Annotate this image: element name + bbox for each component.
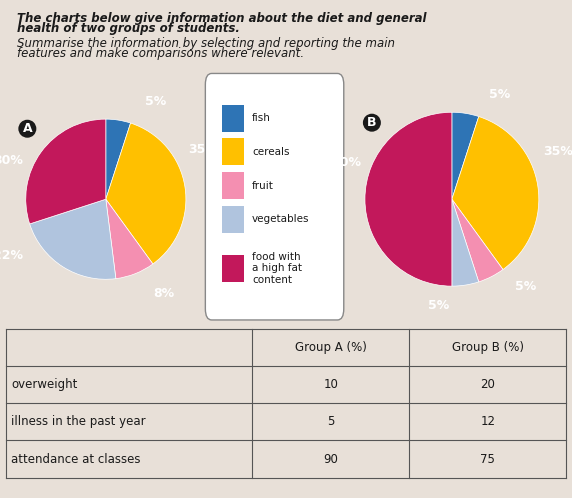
Text: 5%: 5% (428, 299, 450, 312)
Wedge shape (452, 117, 539, 269)
Text: A: A (22, 122, 32, 135)
Text: 8%: 8% (153, 287, 174, 300)
Text: 12: 12 (480, 415, 495, 428)
Wedge shape (452, 112, 479, 199)
Text: health of two groups of students.: health of two groups of students. (17, 22, 240, 35)
Wedge shape (26, 119, 106, 224)
Wedge shape (30, 199, 116, 279)
Text: fruit: fruit (252, 180, 274, 191)
Text: 35%: 35% (189, 143, 219, 156)
Text: 5%: 5% (515, 280, 537, 293)
Text: fish: fish (252, 113, 271, 124)
Text: 35%: 35% (543, 145, 572, 158)
Text: 5%: 5% (489, 88, 510, 102)
Wedge shape (106, 119, 130, 199)
Wedge shape (365, 112, 452, 286)
Text: 90: 90 (323, 453, 338, 466)
Wedge shape (106, 199, 153, 279)
Text: illness in the past year: illness in the past year (11, 415, 146, 428)
Text: Group A (%): Group A (%) (295, 341, 367, 354)
Text: cereals: cereals (252, 147, 289, 157)
Text: 10: 10 (323, 378, 338, 391)
Text: attendance at classes: attendance at classes (11, 453, 141, 466)
Text: food with
a high fat
content: food with a high fat content (252, 252, 302, 285)
Bar (222, 105, 244, 131)
Text: 30%: 30% (0, 154, 23, 167)
Bar (222, 255, 244, 282)
Bar (222, 172, 244, 199)
Text: overweight: overweight (11, 378, 78, 391)
Text: B: B (367, 116, 376, 129)
Text: The charts below give information about the diet and general: The charts below give information about … (17, 12, 427, 25)
Wedge shape (452, 199, 479, 286)
Bar (222, 206, 244, 233)
Text: 50%: 50% (331, 156, 361, 169)
Text: features and make comparisons where relevant.: features and make comparisons where rele… (17, 47, 304, 60)
Text: Group B (%): Group B (%) (452, 341, 524, 354)
Text: vegetables: vegetables (252, 214, 309, 224)
FancyBboxPatch shape (205, 73, 344, 320)
Text: 22%: 22% (0, 249, 23, 262)
Bar (222, 138, 244, 165)
Wedge shape (452, 199, 503, 282)
Text: 20: 20 (480, 378, 495, 391)
Text: 5%: 5% (145, 95, 166, 108)
Text: Summarise the information by selecting and reporting the main: Summarise the information by selecting a… (17, 37, 395, 50)
Text: 5: 5 (327, 415, 335, 428)
Text: 75: 75 (480, 453, 495, 466)
Wedge shape (106, 123, 186, 264)
